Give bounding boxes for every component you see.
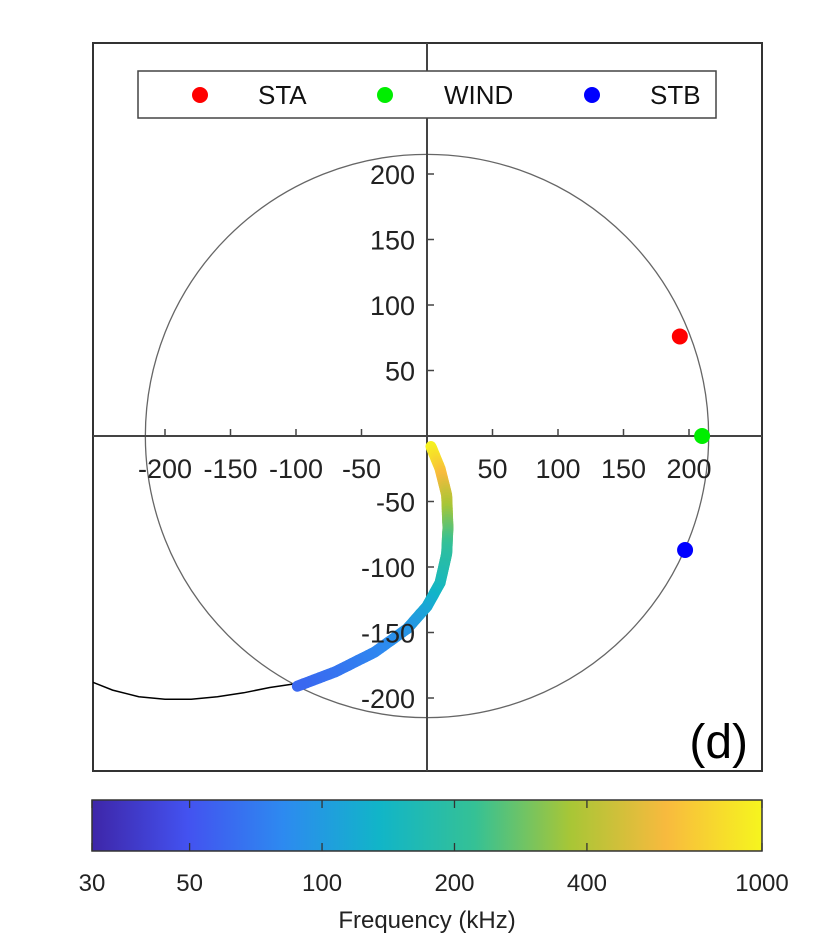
legend-label-stb: STB — [650, 80, 701, 110]
y-tick-label: -150 — [361, 619, 415, 649]
colorbar-tick-label: 200 — [434, 870, 474, 897]
source-track-segment — [291, 679, 306, 692]
y-tick-label: 200 — [370, 160, 415, 190]
axis-ticks — [164, 173, 690, 699]
colorbar-tick-label: 50 — [176, 870, 203, 897]
y-tick-label: 150 — [370, 226, 415, 256]
x-tick-label: 50 — [477, 454, 507, 484]
spacecraft-sta — [671, 328, 688, 345]
legend-label-sta: STA — [258, 80, 307, 110]
spacecraft-markers — [671, 328, 711, 558]
panel-label: (d) — [689, 716, 748, 769]
colorbar-tick-label: 30 — [79, 870, 106, 897]
spiral-line — [93, 681, 297, 701]
colorbar-ticks: 30 50 100 200 400 1000 — [79, 800, 789, 897]
spacecraft-wind — [694, 428, 711, 444]
colorbar-tick-label: 1000 — [735, 870, 788, 897]
y-tick-label: 100 — [370, 291, 415, 321]
colorbar-tick-label: 400 — [567, 870, 607, 897]
legend-marker-stb — [584, 87, 600, 103]
x-tick-labels: -200 -150 -100 -50 50 100 150 200 — [138, 454, 712, 484]
source-track — [291, 441, 454, 692]
legend: STA WIND STB — [137, 70, 717, 119]
y-tick-label: -100 — [361, 553, 415, 583]
legend-marker-sta — [192, 87, 208, 103]
y-tick-label: 50 — [385, 357, 415, 387]
x-tick-label: -100 — [269, 454, 323, 484]
y-tick-labels: 200 150 100 50 -50 -100 -150 -200 — [361, 160, 415, 714]
legend-box — [137, 70, 717, 119]
x-tick-label: 100 — [535, 454, 580, 484]
spacecraft-stb — [677, 541, 694, 558]
colorbar-tick-label: 100 — [302, 870, 342, 897]
x-tick-label: 200 — [666, 454, 711, 484]
x-tick-label: 150 — [601, 454, 646, 484]
legend-marker-wind — [377, 87, 393, 103]
colorbar-title: Frequency (kHz) — [338, 907, 515, 934]
legend-label-wind: WIND — [444, 80, 513, 110]
x-tick-label: -150 — [203, 454, 257, 484]
y-tick-label: -200 — [361, 684, 415, 714]
x-tick-label: -50 — [342, 454, 381, 484]
x-tick-label: -200 — [138, 454, 192, 484]
y-tick-label: -50 — [376, 488, 415, 518]
colorbar — [91, 799, 763, 852]
